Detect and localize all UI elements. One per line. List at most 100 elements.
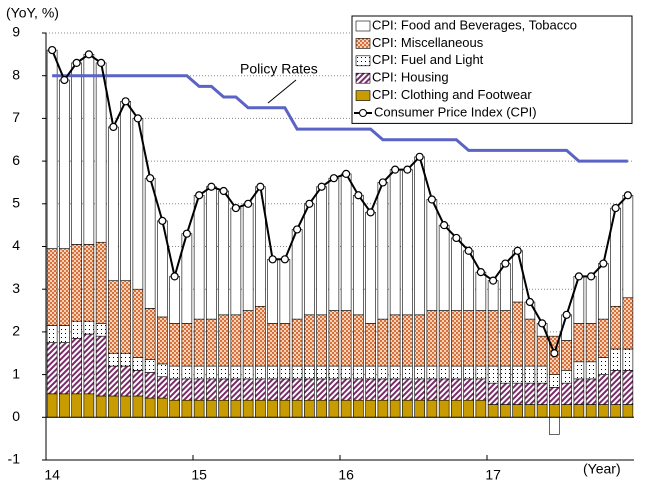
bar-segment [291,378,303,401]
bar-segment [218,399,229,418]
cpi-marker [611,203,620,213]
bar-segment [193,194,205,320]
legend-swatch [355,90,371,101]
x-axis-label: (Year) [583,461,621,477]
bar-segment [598,318,609,358]
bar-segment [95,241,107,324]
bar-segment [365,378,376,401]
bar-segment [157,397,168,418]
y-tick-label: 7 [12,109,20,125]
bar-segment [206,378,217,401]
y-tick-label: 1 [12,365,20,381]
bar-segment [291,318,303,367]
bar-segment [132,288,144,358]
bar-segment [487,310,499,367]
cpi-marker [182,229,191,238]
bar-segment [426,399,438,418]
policy-rate-line [52,74,628,163]
bar-segment [512,404,523,418]
cpi-marker [599,259,608,268]
bar-segment [95,335,107,397]
bar-segment [279,399,291,418]
cpi-marker [133,114,142,123]
cpi-marker [158,216,167,225]
bar-segment [242,203,254,311]
bar-segment [193,318,205,367]
bar-segment [402,169,413,316]
bar-segment [549,416,560,435]
bar-segment [598,357,609,375]
bar-segment [108,352,119,367]
bar-segment [377,399,389,418]
bar-segment [59,342,70,395]
y-tick-label: 6 [12,152,20,168]
bar-segment [402,399,413,418]
bar-segment [304,314,315,367]
bar-segment [328,365,340,380]
cpi-marker [219,186,228,196]
cpi-marker [587,272,596,281]
bar-segment [377,378,389,401]
bar-segment [242,365,254,380]
bar-segment [230,365,242,380]
bar-segment [71,393,82,418]
bar-segment [353,314,364,367]
bar-segment [255,399,266,418]
bar-segment [206,365,217,380]
x-tick-label: 14 [44,467,60,483]
bar-segment [585,323,597,363]
bar-segment [512,301,523,367]
cpi-marker [415,152,424,161]
bar-segment [328,399,340,418]
legend-label: CPI: Miscellaneous [372,35,484,50]
bar-segment [59,248,70,326]
bar-segment [340,365,352,380]
x-tick-label: 16 [338,467,354,483]
bar-segment [487,365,499,384]
bar-segment [279,323,291,367]
bar-segment [291,399,303,418]
bar-segment [181,378,193,401]
bar-segment [218,378,229,401]
bar-segment [598,404,609,418]
bar-segment [291,229,303,320]
bar-segment [389,399,401,418]
bar-segment [377,182,389,320]
annotation-leader [267,79,297,104]
bar-segment [230,207,242,316]
bar-segment [144,177,156,309]
bar-segment [573,361,585,380]
bar-segment [549,404,560,418]
bar-segment [438,310,450,367]
bar-segment [316,399,327,418]
bar-segment [218,365,229,380]
bar-segment [279,365,291,380]
legend-label: CPI: Fuel and Light [372,52,484,67]
bar-segment [169,323,180,367]
bar-segment [353,378,364,401]
y-tick-label: 4 [12,237,20,253]
bar-segment [524,382,536,405]
bar-segment [414,314,425,367]
cpi-marker [293,225,302,234]
bar-segment [267,378,278,401]
bar-segment [169,378,180,401]
bar-segment [573,378,585,405]
bar-segment [242,378,254,401]
bar-segment [451,365,462,380]
bar-segment [451,310,462,367]
bar-segment [389,378,401,401]
bar-segment [487,382,499,405]
bar-segment [95,323,107,337]
cpi-marker [268,255,277,264]
cpi-marker [195,191,204,200]
cpi-marker [574,272,583,281]
bar-segment [500,404,511,418]
bar-segment [267,399,278,418]
cpi-marker [513,246,522,255]
bar-segment [500,263,511,311]
bar-segment [475,310,487,367]
bar-segment [291,365,303,380]
bar-segment [475,271,487,311]
bar-segment [46,248,58,326]
